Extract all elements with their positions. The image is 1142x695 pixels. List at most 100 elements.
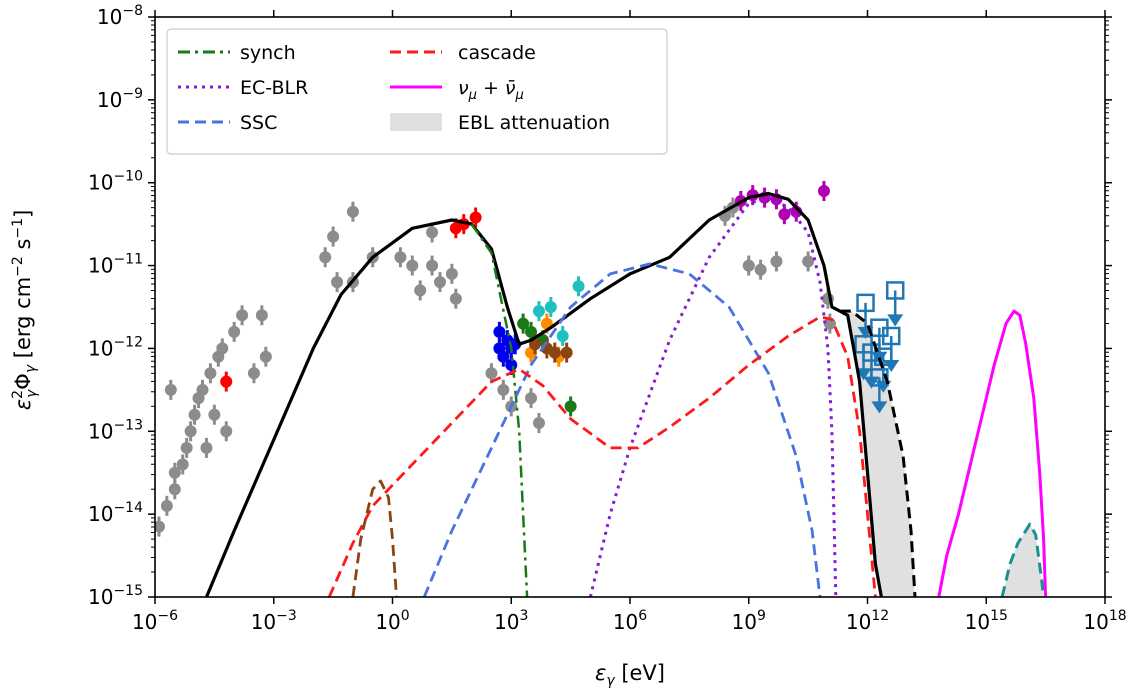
archival-grey-point bbox=[426, 259, 439, 272]
model-curves bbox=[205, 191, 1048, 597]
archival-grey-point bbox=[426, 226, 439, 239]
xray-cyan-point bbox=[556, 330, 569, 342]
archival-grey-point bbox=[485, 367, 498, 380]
upper-limit-arrow bbox=[887, 314, 904, 327]
optical-red-point bbox=[220, 375, 233, 388]
archival-grey-point bbox=[247, 367, 260, 380]
y-tick-label: 10−12 bbox=[88, 334, 143, 360]
legend-label-ssc: SSC bbox=[240, 112, 277, 134]
y-axis-label: ε2γΦγ [erg cm−2 s−1] bbox=[10, 210, 40, 411]
archival-grey-point bbox=[394, 251, 407, 264]
xray-cyan-point bbox=[532, 305, 545, 318]
archival-grey-point bbox=[525, 392, 538, 405]
archival-grey-point bbox=[176, 458, 189, 471]
archival-grey-point bbox=[208, 408, 221, 421]
y-tick-label: 10−8 bbox=[97, 3, 143, 29]
xray-cyan-point bbox=[572, 280, 585, 293]
ticks: 10−6 10−3 100 103 106 109 1012 1015 1018 10−15 10−… bbox=[88, 3, 1127, 634]
archival-grey-point bbox=[497, 383, 510, 396]
archival-grey-point bbox=[434, 276, 446, 289]
xray-green-point bbox=[517, 317, 530, 330]
xray-cyan-point bbox=[544, 301, 557, 313]
archival-grey-point bbox=[445, 267, 458, 280]
y-tick-label: 10−14 bbox=[88, 500, 143, 526]
xray-blue-point bbox=[493, 342, 506, 355]
curve- bbox=[937, 309, 1048, 597]
legend-swatch-ebl-attenuation bbox=[390, 113, 442, 131]
archival-grey-point bbox=[742, 259, 755, 272]
archival-grey-point bbox=[160, 499, 173, 512]
archival-grey-point bbox=[327, 230, 340, 243]
archival-grey-point bbox=[164, 383, 177, 396]
archival-grey-point bbox=[196, 383, 209, 396]
curve-ec-blr bbox=[588, 196, 838, 597]
x-axis-label: εγ [eV] bbox=[595, 661, 665, 689]
legend-label-synch: synch bbox=[240, 42, 296, 64]
y-tick-label: 10−9 bbox=[97, 86, 143, 112]
fermi-magenta-point bbox=[817, 185, 830, 197]
archival-grey-point bbox=[188, 408, 201, 421]
y-tick-label: 10−15 bbox=[88, 583, 143, 609]
archival-grey-point bbox=[406, 259, 419, 272]
optical-red-point bbox=[469, 211, 482, 224]
archival-grey-point bbox=[168, 466, 181, 479]
y-tick-label: 10−13 bbox=[88, 417, 143, 443]
x-tick-label: 103 bbox=[494, 608, 528, 634]
curve-cascade bbox=[327, 315, 877, 597]
y-tick-label: 10−10 bbox=[88, 169, 143, 195]
archival-grey-point bbox=[331, 276, 344, 289]
archival-grey-point bbox=[259, 350, 272, 363]
x-tick-label: 1015 bbox=[965, 608, 1008, 634]
data-points bbox=[155, 181, 905, 537]
y-tick-label: 10−11 bbox=[88, 252, 143, 278]
archival-grey-point bbox=[168, 483, 181, 496]
xray-brown-point bbox=[548, 346, 561, 359]
x-tick-label: 1018 bbox=[1083, 608, 1126, 634]
upper-limit-arrow bbox=[883, 360, 900, 372]
archival-grey-point bbox=[220, 425, 233, 438]
archival-grey-point bbox=[255, 309, 268, 322]
x-tick-label: 100 bbox=[375, 608, 409, 634]
xray-green-point bbox=[564, 400, 577, 413]
archival-grey-point bbox=[184, 425, 197, 438]
curve-total-after-ebl-upper bbox=[839, 309, 917, 597]
legend-label-cascade: cascade bbox=[458, 42, 536, 64]
x-tick-label: 106 bbox=[613, 608, 647, 634]
x-tick-label: 1012 bbox=[846, 608, 889, 634]
archival-grey-point bbox=[216, 342, 229, 355]
legend-label-neutrino: νμ + ν̄μ bbox=[458, 77, 524, 103]
archival-grey-point bbox=[319, 251, 332, 264]
legend-label-ebl-attenuation: EBL attenuation bbox=[458, 112, 610, 134]
archival-grey-point bbox=[346, 205, 359, 218]
x-tick-label: 109 bbox=[732, 608, 766, 634]
archival-grey-point bbox=[770, 255, 783, 268]
archival-grey-point bbox=[414, 284, 427, 297]
archival-grey-point bbox=[532, 417, 545, 429]
legend: synch EC-BLR SSC cascade νμ + ν̄μ EBL attenua… bbox=[166, 28, 668, 155]
archival-grey-point bbox=[204, 367, 217, 380]
archival-grey-point bbox=[236, 309, 249, 322]
fermi-magenta-point bbox=[778, 208, 791, 221]
curve-brown-component bbox=[351, 479, 398, 597]
archival-grey-point bbox=[228, 325, 241, 338]
ebl-fill-1 bbox=[1002, 524, 1044, 597]
ebl-fill-0 bbox=[839, 311, 915, 597]
curve-total bbox=[205, 191, 883, 597]
xray-blue-point bbox=[493, 325, 506, 338]
curve-synch bbox=[470, 223, 529, 597]
archival-grey-point bbox=[200, 441, 213, 454]
archival-grey-point bbox=[180, 441, 193, 454]
curve-ssc bbox=[422, 262, 822, 597]
x-tick-label: 10−6 bbox=[132, 608, 178, 634]
archival-grey-point bbox=[754, 263, 767, 276]
archival-grey-point bbox=[155, 520, 165, 533]
ebl-attenuation-fills bbox=[839, 311, 1044, 597]
x-tick-label: 10−3 bbox=[251, 608, 297, 634]
archival-grey-point bbox=[449, 292, 462, 305]
upper-limit-arrow bbox=[855, 368, 872, 381]
legend-frame bbox=[166, 28, 668, 155]
curve-neutrino-ebl-gamma bbox=[1000, 522, 1046, 597]
xray-brown-point bbox=[560, 346, 573, 359]
legend-label-ec-blr: EC-BLR bbox=[240, 77, 308, 99]
